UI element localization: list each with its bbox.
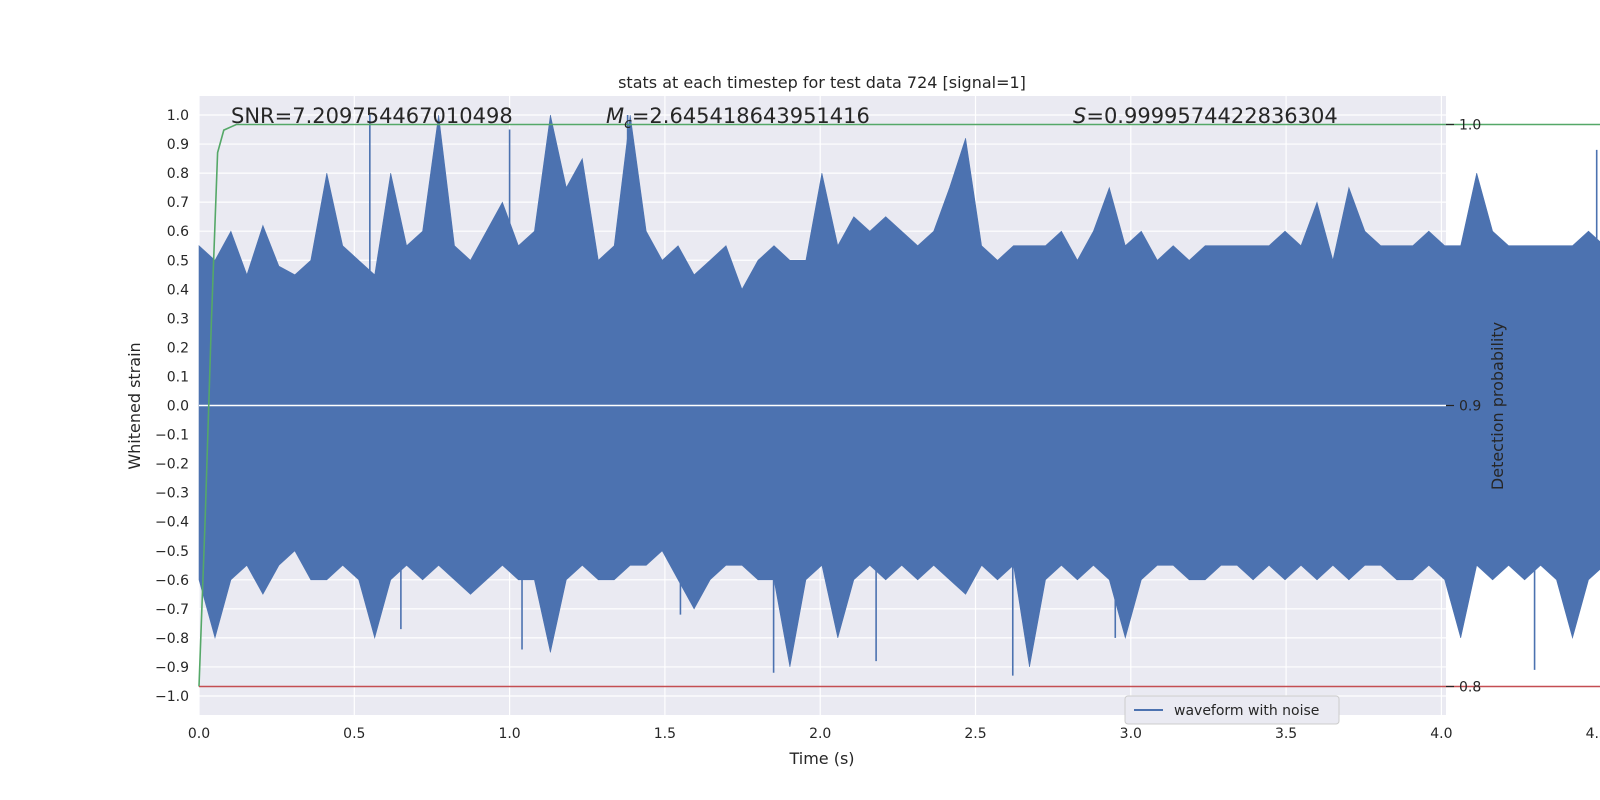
- detection-probability-line: [198, 123, 1600, 687]
- y2-tick-label: 1.0: [1459, 118, 1481, 134]
- y-tick-label: −0.3: [155, 486, 189, 502]
- annotation-s: S=0.9999574422836304: [1073, 104, 1338, 128]
- annotation-mc-sub: c: [624, 116, 632, 132]
- annotation-snr: SNR=7.209754467010498: [231, 104, 513, 128]
- y-tick-label: 0.6: [167, 224, 189, 240]
- y-tick-label: 0.5: [167, 253, 189, 269]
- annotation-mc-symbol: M: [606, 104, 624, 128]
- x-axis-label: Time (s): [788, 749, 854, 768]
- y-tick-label: −0.2: [155, 457, 189, 473]
- y-tick-label: 0.8: [167, 166, 189, 182]
- waveform-spikes: [369, 115, 1598, 676]
- y-tick-label: −0.8: [155, 631, 189, 647]
- x-tick-label: 3.0: [1120, 726, 1142, 742]
- x-tick-label: 2.0: [809, 726, 831, 742]
- y-tick-label: 0.1: [167, 369, 189, 385]
- y-axis-ticks: 1.0 0.9 0.8 0.7 0.6 0.5 0.4 0.3 0.2 0.1 0.0 −0.1 −0.…: [155, 108, 189, 705]
- annotation-mc: Mc=2.645418643951416: [606, 104, 870, 132]
- x-tick-label: 0.5: [343, 726, 365, 742]
- y-tick-label: 1.0: [167, 108, 189, 124]
- y2-axis-label: Detection probability: [1488, 322, 1507, 490]
- x-tick-label: 3.5: [1275, 726, 1297, 742]
- legend-box: [1124, 695, 1340, 725]
- y-tick-label: −0.6: [155, 573, 189, 589]
- series-layer: [198, 114, 1600, 688]
- annotation-mc-value: =2.645418643951416: [632, 104, 870, 128]
- y-axis-label: Whitened strain: [125, 342, 144, 469]
- x-tick-label: 4.5: [1586, 726, 1600, 742]
- chart-title: stats at each timestep for test data 724…: [618, 73, 1026, 92]
- y-tick-label: −0.4: [155, 515, 189, 531]
- y2-tick-label: 0.9: [1459, 399, 1481, 415]
- x-tick-label: 0.0: [188, 726, 210, 742]
- y-tick-label: 0.7: [167, 195, 189, 211]
- y2-tick-label: 0.8: [1459, 680, 1481, 696]
- y-tick-label: −0.7: [155, 602, 189, 618]
- y-tick-label: 0.0: [167, 399, 189, 415]
- y-tick-label: 0.2: [167, 340, 189, 356]
- y-tick-label: 0.9: [167, 137, 189, 153]
- x-tick-label: 1.0: [498, 726, 520, 742]
- y-tick-label: −0.5: [155, 544, 189, 560]
- y-tick-label: −0.1: [155, 428, 189, 444]
- annotation-s-value: =0.9999574422836304: [1086, 104, 1337, 128]
- x-tick-label: 1.5: [654, 726, 676, 742]
- legend-entry: waveform with noise: [1174, 703, 1319, 719]
- y-tick-label: −0.9: [155, 660, 189, 676]
- y-tick-label: 0.3: [167, 311, 189, 327]
- x-axis-ticks: 0.00.51.01.52.02.53.03.54.04.55.05.56.06…: [188, 726, 1600, 742]
- x-tick-label: 2.5: [964, 726, 986, 742]
- y-tick-label: −1.0: [155, 689, 189, 705]
- x-tick-label: 4.0: [1430, 726, 1452, 742]
- legend: waveform with noise: [1124, 695, 1340, 725]
- y-tick-label: 0.4: [167, 282, 189, 298]
- y2-axis-ticks: 1.0 0.9 0.8: [1446, 118, 1481, 696]
- annotation-s-symbol: S: [1073, 104, 1086, 128]
